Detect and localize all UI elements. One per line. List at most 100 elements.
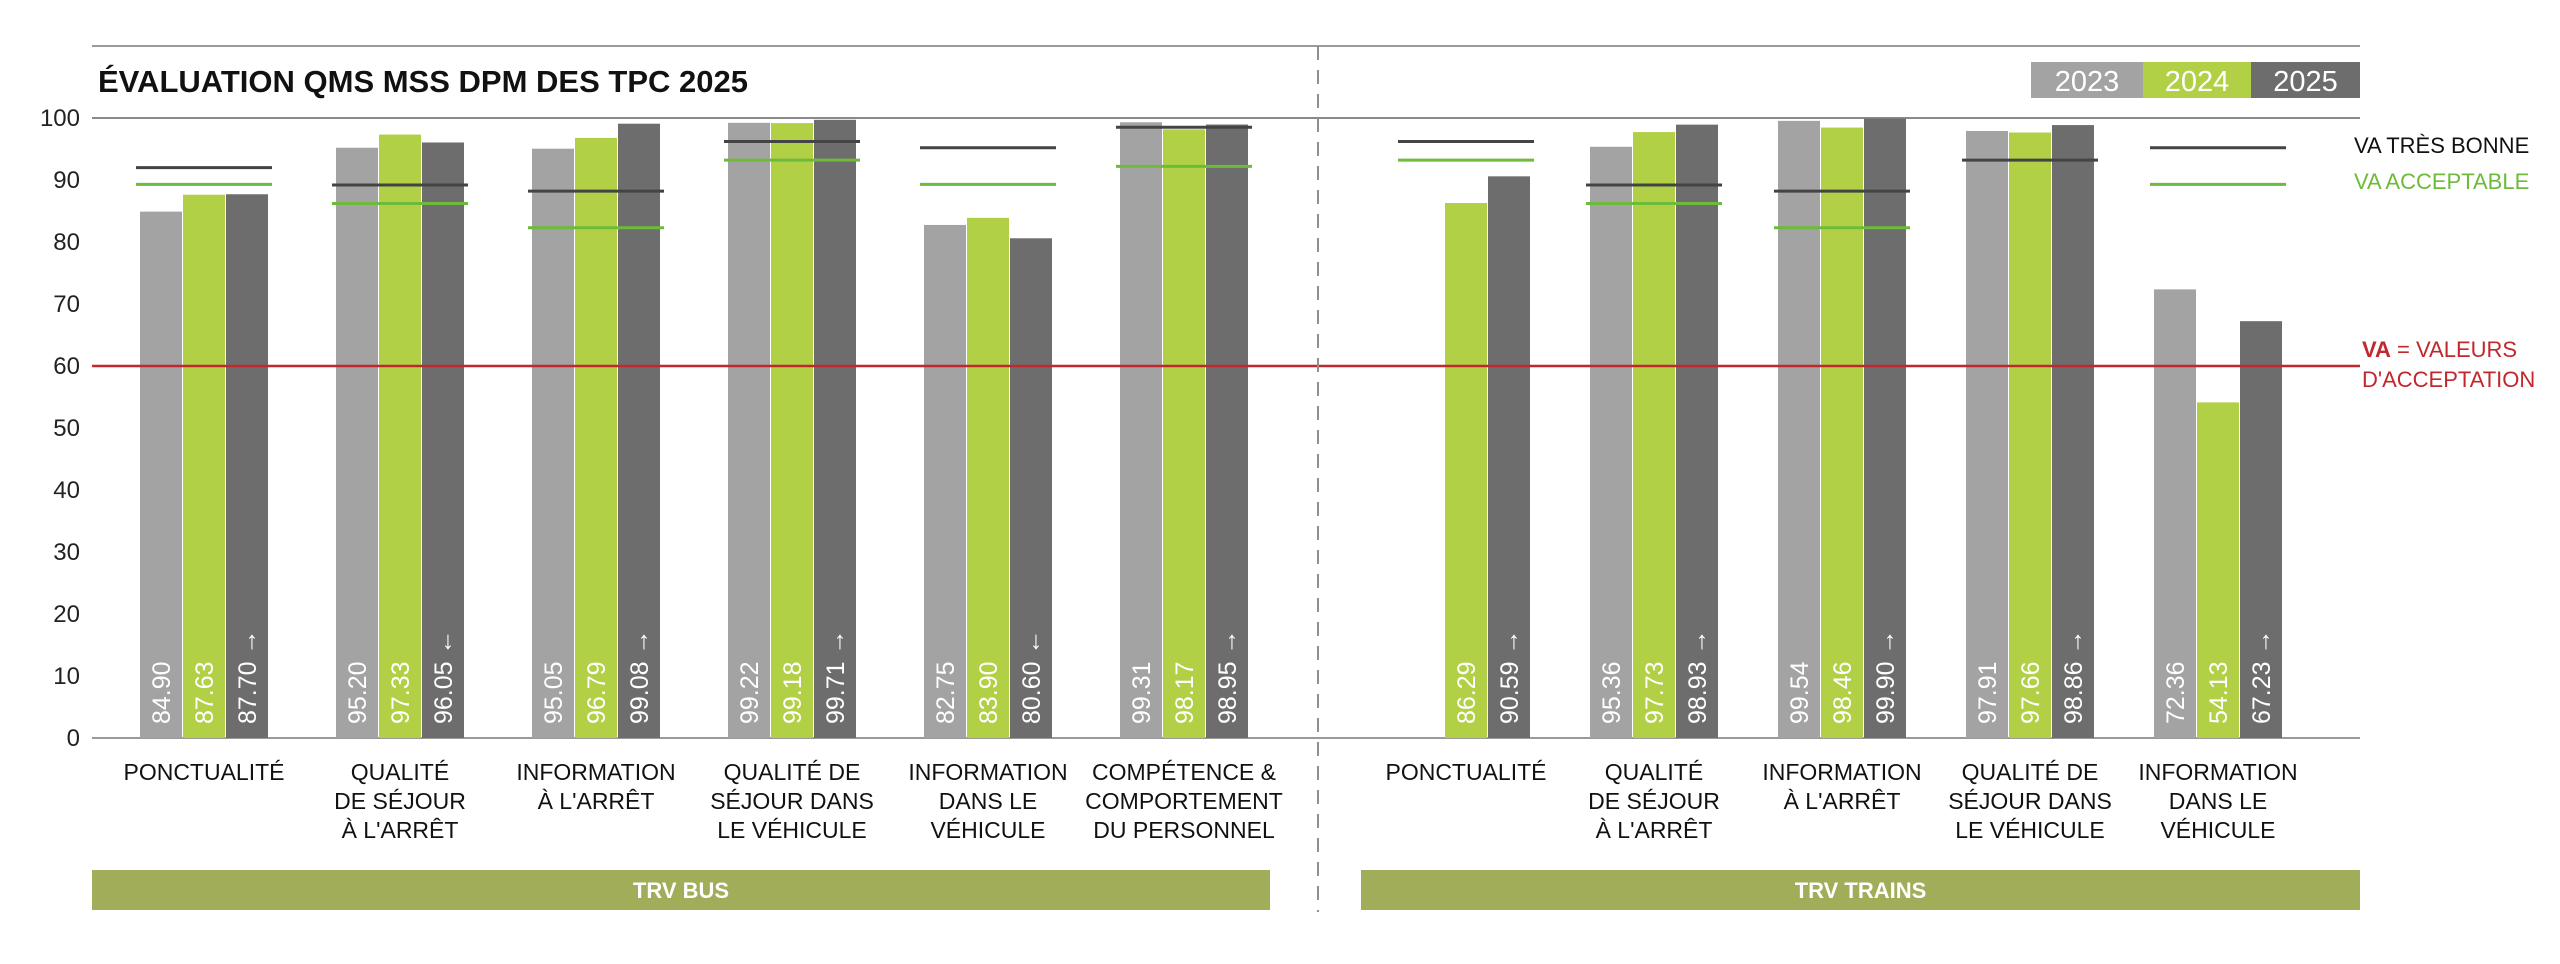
data-label: 98.17 [1171,661,1199,724]
legend-va-line2: D'ACCEPTATION [2362,367,2535,392]
group-band [1361,870,2360,910]
bar-2025 [2052,125,2094,739]
data-label: 99.08 → [626,629,654,724]
legend-va-tres-bonne: VA TRÈS BONNE [2354,133,2529,158]
legend-swatch-2025 [2251,62,2360,98]
legend-label-2025: 2025 [2273,66,2338,98]
category-label: QUALITÉ DE SÉJOUR À L'ARRÊT [1588,759,1720,843]
data-label: 84.90 [148,661,176,724]
y-tick-label: 80 [53,229,80,256]
data-label: 97.33 [387,661,415,724]
y-tick-label: 70 [53,291,80,318]
data-label: 80.60 ← [1018,629,1046,724]
bar-2025 [2240,321,2282,738]
category-label: INFORMATION À L'ARRÊT [516,759,675,814]
bar-2025 [1010,238,1052,738]
category-labels: PONCTUALITÉ QUALITÉ DE SÉJOUR À L'ARRÊT INFO… [123,759,2297,843]
category-label: QUALITÉ DE SÉJOUR À L'ARRÊT [334,759,466,843]
bar-2025 [1676,124,1718,738]
legend-va-acceptable: VA ACCEPTABLE [2354,169,2529,194]
legend: 2023 2024 2025 VA TRÈS BONNE VA ACCEPTABLE VA… [2031,62,2535,392]
data-label: 95.05 [540,661,568,724]
data-label: 99.22 [736,661,764,724]
bar-2024 [1445,203,1487,738]
bar-2024 [1821,127,1863,739]
legend-va-line1: VA = VALEURS [2362,337,2517,362]
y-axis: 0 10 20 30 40 50 60 70 80 90 100 [40,105,2360,752]
group-label: TRV BUS [633,878,729,903]
y-tick-label: 100 [40,105,80,132]
data-label: 98.93 → [1684,629,1712,724]
data-label: 98.46 [1829,661,1857,724]
category-label: INFORMATION DANS LE VÉHICULE [908,759,1067,843]
bar-2023 [924,224,966,738]
data-labels: 84.90 87.63 87.70 → 95.20 97.33 96.05 ← 95.05 9… [148,629,2276,724]
data-label: 97.73 [1641,661,1669,724]
bar-2023 [1966,130,2008,738]
chart-frame: ÉVALUATION QMS MSS DPM DES TPC 2025 [92,45,2360,99]
legend-swatch-2024 [2143,62,2251,98]
bar-2025 [422,142,464,739]
bar-2024 [771,123,813,739]
data-label: 99.31 [1128,661,1156,724]
data-label: 72.36 [2162,661,2190,724]
data-label: 99.18 [779,661,807,724]
bar-2024 [1163,129,1205,738]
category-label: QUALITÉ DE SÉJOUR DANS LE VÉHICULE [710,759,874,843]
category-label: COMPÉTENCE & COMPORTEMENT DU PERSONNEL [1085,759,1283,843]
y-tick-label: 90 [53,167,80,194]
bar-2025 [1488,176,1530,739]
data-label: 90.59 → [1496,629,1524,724]
data-label: 98.86 → [2060,629,2088,724]
y-tick-label: 30 [53,539,80,566]
category-label: PONCTUALITÉ [1385,759,1546,785]
data-label: 87.70 → [234,629,262,724]
data-label: 83.90 [975,661,1003,724]
group-label: TRV TRAINS [1795,878,1927,903]
bar-2024 [967,217,1009,738]
bar-2023 [728,122,770,738]
data-label: 82.75 [932,661,960,724]
data-label: 87.63 [191,661,219,724]
bars [140,118,2282,739]
reference-lines [92,125,2360,368]
bar-2023 [1120,122,1162,738]
bar-2024 [2197,402,2239,738]
bar-2025 [1206,124,1248,738]
bar-2025 [618,123,660,739]
data-label: 96.79 [583,661,611,724]
data-label: 98.95 → [1214,629,1242,724]
data-label: 96.05 ← [430,629,458,724]
legend-label-2024: 2024 [2165,66,2230,98]
data-label: 54.13 [2205,661,2233,724]
category-label: INFORMATION DANS LE VÉHICULE [2138,759,2297,843]
bar-2023 [1590,146,1632,738]
y-tick-label: 20 [53,601,80,628]
group-bands: TRV BUS TRV TRAINS [92,46,2360,912]
category-label: QUALITÉ DE SÉJOUR DANS LE VÉHICULE [1948,759,2112,843]
data-label: 86.29 [1453,661,1481,724]
y-tick-label: 50 [53,415,80,442]
y-tick-label: 10 [53,663,80,690]
data-label: 95.20 [344,661,372,724]
data-label: 99.54 [1786,661,1814,724]
data-label: 95.36 [1598,661,1626,724]
bar-2025 [1864,118,1906,739]
data-label: 67.23 → [2248,629,2276,724]
legend-swatch-2023 [2031,62,2143,98]
y-tick-label: 40 [53,477,80,504]
bar-2025 [814,119,856,739]
y-tick-label: 60 [53,353,80,380]
bar-2024 [183,194,225,739]
y-tick-label: 0 [67,725,80,752]
bar-2023 [336,147,378,738]
bar-2023 [2154,289,2196,738]
bar-2025 [226,194,268,738]
chart-title: ÉVALUATION QMS MSS DPM DES TPC 2025 [98,64,748,99]
category-label: INFORMATION À L'ARRÊT [1762,759,1921,814]
legend-label-2023: 2023 [2055,66,2120,98]
bar-2024 [379,134,421,738]
bar-2023 [532,148,574,738]
bar-2024 [2009,132,2051,738]
